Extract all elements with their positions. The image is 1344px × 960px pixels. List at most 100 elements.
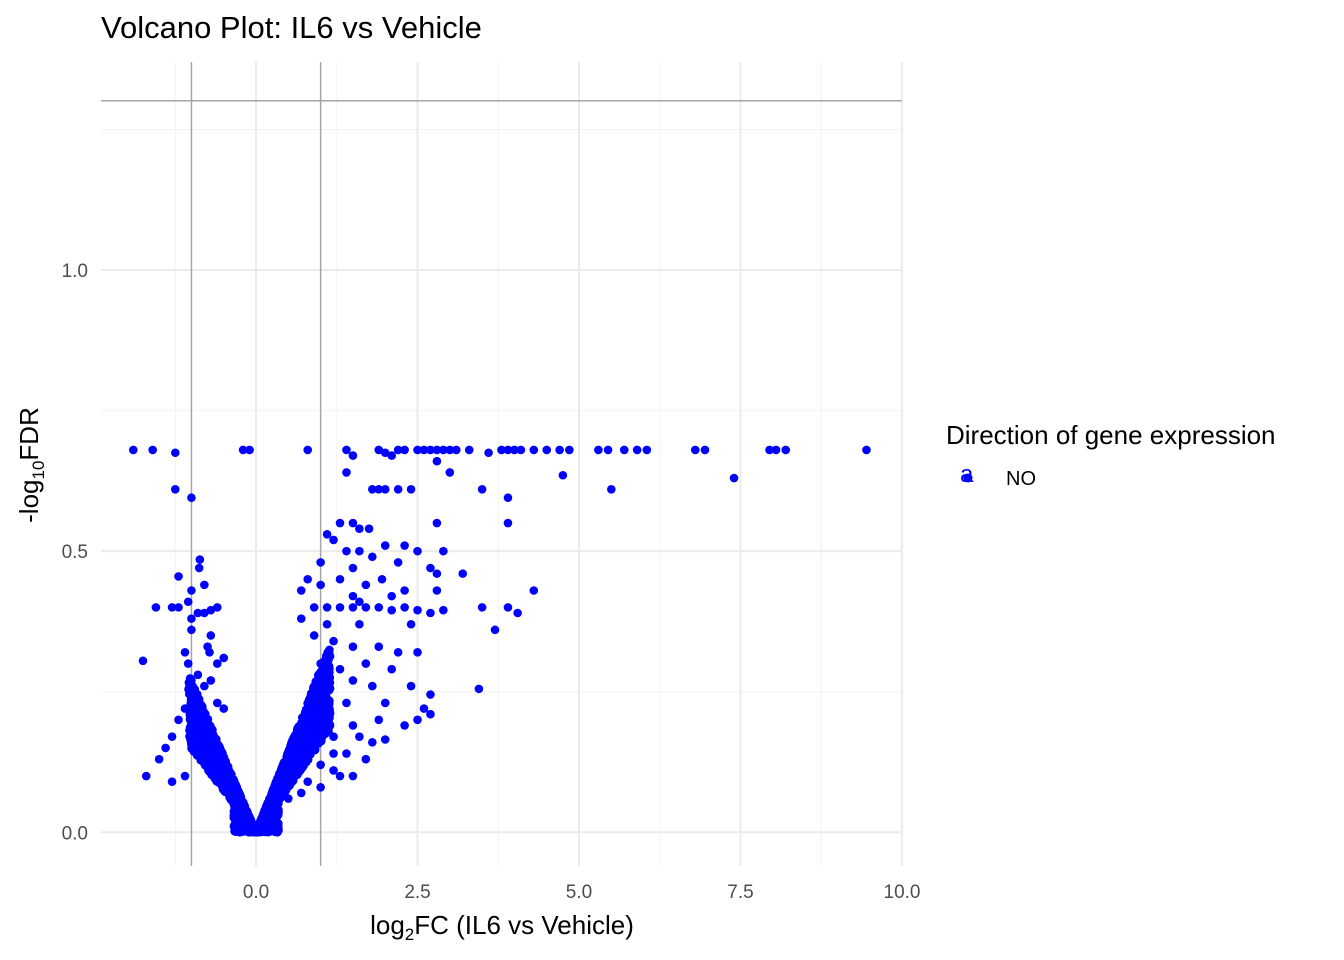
- data-point: [513, 608, 522, 618]
- data-point: [329, 749, 338, 758]
- data-point: [206, 605, 216, 615]
- data-point: [324, 685, 334, 695]
- data-point: [607, 485, 616, 494]
- data-point: [167, 732, 177, 741]
- data-point: [413, 445, 422, 455]
- data-point: [329, 636, 338, 646]
- data-point: [413, 648, 422, 657]
- data-point: [206, 768, 216, 778]
- data-point: [212, 603, 222, 612]
- legend-label: NO: [1006, 467, 1036, 490]
- data-point: [324, 699, 334, 708]
- data-point: [361, 659, 371, 668]
- data-point: [426, 608, 435, 618]
- data-point: [374, 715, 384, 725]
- data-point: [187, 493, 196, 503]
- data-point: [314, 716, 323, 726]
- data-point: [426, 709, 435, 719]
- data-point: [151, 603, 161, 612]
- data-point: [296, 614, 306, 623]
- data-point: [193, 670, 203, 680]
- data-point: [322, 711, 332, 720]
- data-point: [280, 787, 290, 797]
- data-point: [413, 715, 422, 725]
- data-point: [374, 445, 384, 455]
- legend-title: Direction of gene expression: [946, 420, 1276, 450]
- data-point: [765, 445, 774, 455]
- y-tick-label: 0.5: [62, 542, 88, 563]
- data-point: [303, 574, 313, 584]
- legend-point-icon: [963, 473, 973, 483]
- data-point: [278, 766, 287, 776]
- data-point: [273, 810, 283, 820]
- data-point: [191, 729, 201, 738]
- grid-lines: [101, 62, 903, 866]
- data-point: [180, 771, 190, 781]
- data-point: [380, 448, 390, 458]
- data-point: [323, 648, 333, 657]
- data-point: [309, 699, 319, 708]
- data-point: [148, 445, 157, 455]
- data-point: [348, 676, 358, 685]
- data-point: [342, 698, 351, 708]
- data-point: [315, 673, 324, 682]
- data-point: [322, 603, 332, 612]
- data-point: [309, 631, 319, 640]
- data-point: [781, 445, 791, 455]
- x-tick-label: 0.0: [243, 882, 269, 903]
- data-point: [393, 485, 403, 494]
- data-point: [426, 690, 435, 699]
- data-point: [355, 619, 364, 629]
- data-point: [303, 445, 313, 455]
- data-point: [387, 591, 396, 601]
- data-point: [167, 603, 177, 612]
- data-point: [167, 777, 177, 786]
- data-point: [174, 715, 183, 725]
- data-point: [329, 535, 338, 545]
- data-point: [477, 485, 487, 494]
- data-point: [188, 698, 197, 707]
- data-point: [348, 591, 358, 601]
- data-point: [252, 826, 262, 835]
- legend: Direction of gene expression a NO: [946, 420, 1276, 493]
- data-point: [400, 541, 409, 550]
- data-point: [322, 529, 332, 539]
- data-point: [406, 681, 416, 691]
- data-point: [445, 445, 455, 455]
- data-point: [503, 603, 513, 612]
- data-point: [187, 586, 196, 595]
- data-point: [316, 782, 325, 792]
- data-point: [400, 445, 409, 455]
- data-point: [503, 493, 513, 503]
- data-point: [464, 445, 474, 455]
- data-point: [238, 445, 248, 455]
- data-point: [361, 754, 371, 764]
- data-point: [290, 743, 299, 753]
- data-point: [309, 603, 319, 612]
- data-point: [477, 603, 487, 612]
- data-point: [325, 673, 335, 683]
- data-point: [555, 445, 564, 455]
- data-point: [289, 733, 299, 742]
- data-point: [296, 788, 306, 798]
- chart-title: Volcano Plot: IL6 vs Vehicle: [101, 10, 482, 45]
- data-point: [380, 698, 390, 708]
- data-point: [432, 445, 442, 455]
- data-point: [368, 485, 377, 494]
- data-point: [329, 766, 338, 775]
- data-point: [432, 518, 442, 528]
- data-point: [374, 642, 384, 652]
- data-point: [207, 727, 217, 737]
- data-point: [445, 468, 455, 477]
- data-point: [342, 445, 351, 455]
- data-points: [128, 445, 871, 837]
- data-point: [490, 625, 500, 635]
- y-tick-label: 1.0: [62, 261, 88, 282]
- data-point: [632, 445, 642, 455]
- data-point: [219, 704, 229, 713]
- data-point: [316, 580, 325, 590]
- data-point: [308, 732, 317, 741]
- data-point: [320, 728, 329, 738]
- data-point: [419, 704, 429, 713]
